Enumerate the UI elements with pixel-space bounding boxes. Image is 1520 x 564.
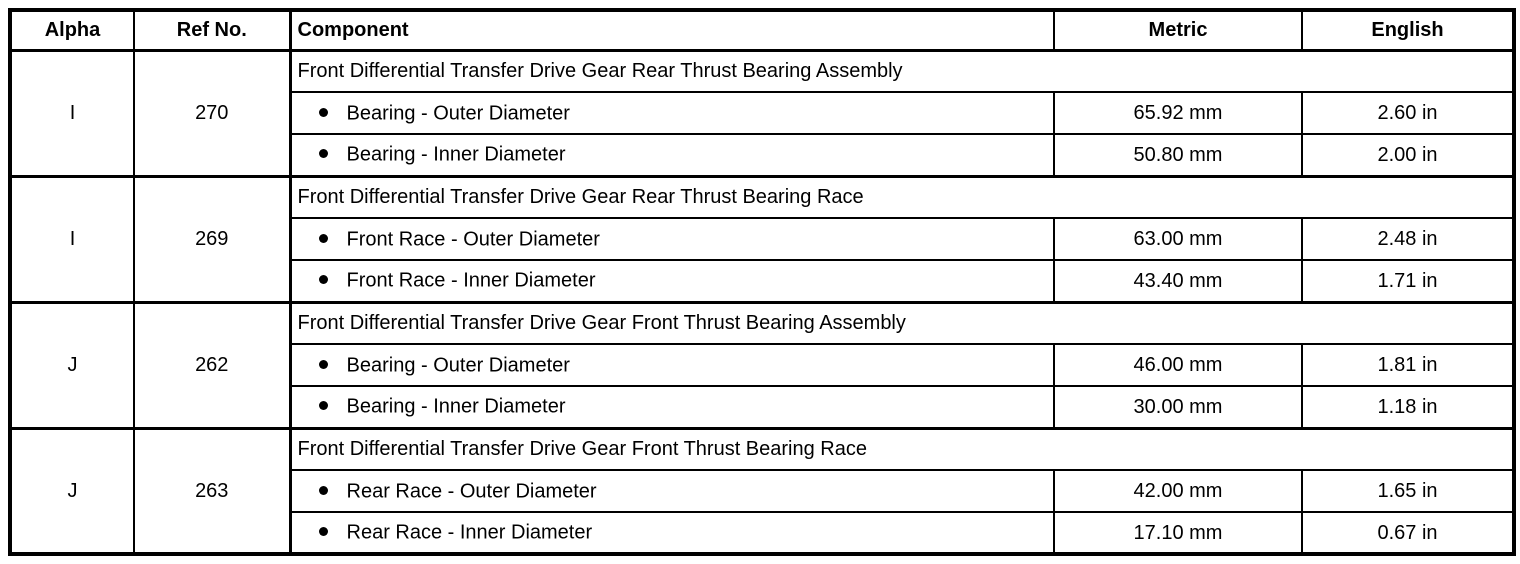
component-cell: Bearing - Inner Diameter: [288, 133, 1055, 177]
component-label: Bearing - Inner Diameter: [346, 396, 566, 419]
component-spec-row: Rear Race - Inner Diameter 17.10 mm 0.67 i…: [10, 511, 1515, 555]
english-value-cell: 1.65 in: [1301, 469, 1515, 513]
alpha-cell: I: [9, 174, 135, 303]
component-heading-cell: Front Differential Transfer Drive Gear R…: [288, 174, 1515, 219]
component-cell: Bearing - Outer Diameter: [288, 343, 1055, 387]
metric-value-cell: 30.00 mm: [1053, 385, 1303, 429]
component-spec-row: Bearing - Inner Diameter 30.00 mm 1.18 in: [10, 385, 1515, 429]
alpha-cell: J: [9, 300, 135, 429]
ref-no-cell: 270: [133, 48, 291, 177]
ref-no-cell: 269: [133, 174, 291, 303]
component-label: Rear Race - Outer Diameter: [346, 480, 597, 503]
bullet-icon: [318, 107, 328, 117]
metric-value-cell: 17.10 mm: [1053, 511, 1303, 555]
bullet-icon: [318, 275, 328, 285]
component-spec-row: Bearing - Outer Diameter 46.00 mm 1.81 in: [10, 343, 1515, 387]
bullet-icon: [318, 359, 328, 369]
ref-no-cell: 262: [133, 300, 291, 429]
component-cell: Rear Race - Inner Diameter: [288, 511, 1055, 555]
bullet-icon: [318, 401, 328, 411]
metric-value-cell: 50.80 mm: [1053, 133, 1303, 177]
bullet-icon: [318, 149, 328, 159]
section-heading-row: J 262 Front Differential Transfer Drive Ge…: [9, 300, 1515, 429]
component-spec-row: Front Race - Outer Diameter 63.00 mm 2.48 …: [10, 217, 1515, 261]
section-heading-row: I 270 Front Differential Transfer Drive Ge…: [9, 48, 1515, 177]
bearing-spec-table: Alpha Ref No. Component Metric English I…: [8, 8, 1516, 556]
bullet-icon: [318, 233, 328, 243]
alpha-cell: I: [9, 48, 135, 177]
english-value-cell: 1.18 in: [1301, 385, 1515, 429]
component-cell: Rear Race - Outer Diameter: [288, 469, 1055, 513]
component-spec-row: Bearing - Inner Diameter 50.80 mm 2.00 in: [10, 133, 1515, 177]
english-value-cell: 2.48 in: [1301, 217, 1515, 261]
component-label: Bearing - Inner Diameter: [346, 144, 566, 167]
component-label: Front Race - Outer Diameter: [346, 228, 600, 251]
metric-value-cell: 65.92 mm: [1053, 91, 1303, 135]
bullet-icon: [318, 485, 328, 495]
component-cell: Bearing - Inner Diameter: [288, 385, 1055, 429]
metric-value-cell: 63.00 mm: [1053, 217, 1303, 261]
component-spec-row: Front Race - Inner Diameter 43.40 mm 1.71 …: [10, 259, 1515, 303]
col-header-alpha: Alpha: [9, 9, 135, 52]
component-label: Bearing - Outer Diameter: [346, 102, 570, 125]
col-header-ref-no: Ref No.: [133, 9, 291, 52]
english-value-cell: 0.67 in: [1301, 511, 1515, 555]
component-heading-cell: Front Differential Transfer Drive Gear R…: [288, 48, 1515, 93]
component-spec-row: Rear Race - Outer Diameter 42.00 mm 1.65 i…: [10, 469, 1515, 513]
col-header-component: Component: [288, 9, 1055, 52]
header-row: Alpha Ref No. Component Metric English: [9, 9, 1515, 52]
component-label: Bearing - Outer Diameter: [346, 354, 570, 377]
alpha-cell: J: [9, 426, 135, 555]
ref-no-cell: 263: [133, 426, 291, 555]
component-label: Rear Race - Inner Diameter: [346, 521, 593, 544]
component-cell: Front Race - Inner Diameter: [288, 259, 1055, 303]
metric-value-cell: 43.40 mm: [1053, 259, 1303, 303]
component-cell: Front Race - Outer Diameter: [288, 217, 1055, 261]
component-spec-row: Bearing - Outer Diameter 65.92 mm 2.60 in: [10, 91, 1515, 135]
component-label: Front Race - Inner Diameter: [346, 270, 596, 293]
component-cell: Bearing - Outer Diameter: [288, 91, 1055, 135]
col-header-english: English: [1301, 9, 1515, 52]
col-header-metric: Metric: [1053, 9, 1303, 52]
component-heading-cell: Front Differential Transfer Drive Gear F…: [288, 426, 1515, 471]
english-value-cell: 1.81 in: [1301, 343, 1515, 387]
bullet-icon: [318, 527, 328, 537]
component-heading-cell: Front Differential Transfer Drive Gear F…: [288, 300, 1515, 345]
metric-value-cell: 46.00 mm: [1053, 343, 1303, 387]
english-value-cell: 2.60 in: [1301, 91, 1515, 135]
metric-value-cell: 42.00 mm: [1053, 469, 1303, 513]
english-value-cell: 2.00 in: [1301, 133, 1515, 177]
section-heading-row: I 269 Front Differential Transfer Drive Ge…: [9, 174, 1515, 303]
section-heading-row: J 263 Front Differential Transfer Drive Ge…: [9, 426, 1515, 555]
english-value-cell: 1.71 in: [1301, 259, 1515, 303]
